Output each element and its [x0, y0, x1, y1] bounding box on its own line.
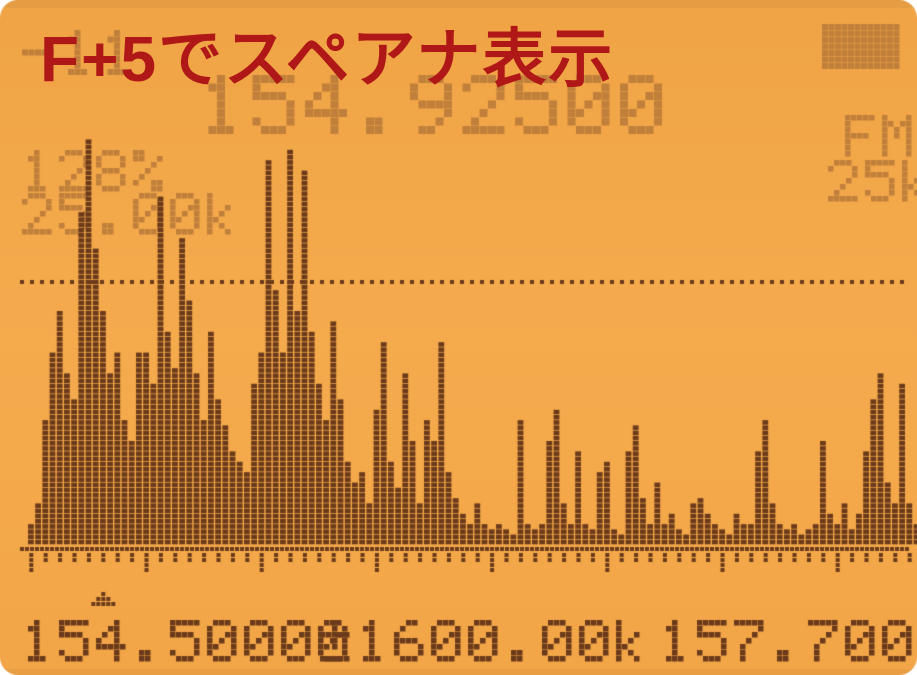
overlay-instruction: F+5でスペアナ表示 [40, 8, 614, 100]
spectrum-analyzer-display [0, 0, 917, 675]
